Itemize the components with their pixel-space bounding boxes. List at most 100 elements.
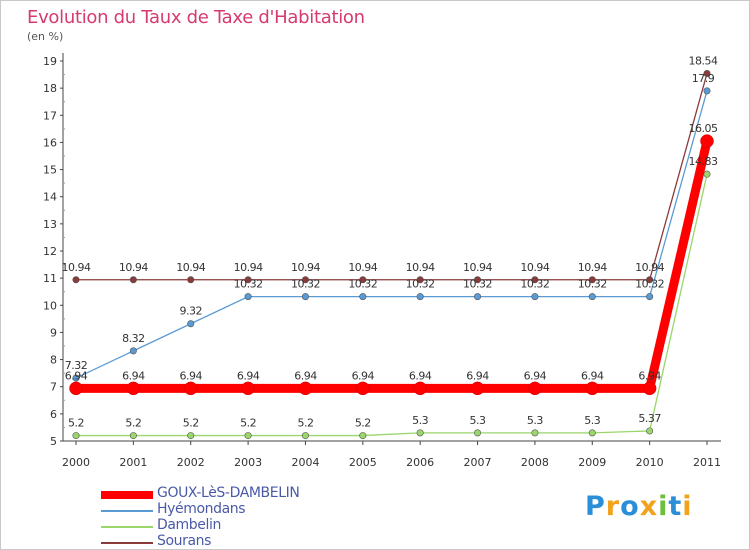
- data-point: [126, 381, 141, 396]
- x-tick-label: 2001: [119, 456, 147, 469]
- data-point: [244, 293, 252, 301]
- data-label: 10.94: [234, 261, 263, 274]
- y-tick-label: 5: [50, 435, 57, 448]
- data-point: [646, 427, 654, 435]
- proxiti-logo: Proxiti: [585, 491, 693, 522]
- data-point: [700, 134, 714, 148]
- data-label: 10.94: [635, 261, 664, 274]
- legend-swatch: [101, 526, 153, 528]
- data-label: 16.05: [689, 122, 718, 135]
- series-line-1: [75, 90, 708, 379]
- data-point: [187, 432, 195, 440]
- logo-letter: o: [620, 491, 640, 522]
- y-tick-label: 11: [43, 272, 57, 285]
- data-label: 10.94: [578, 261, 607, 274]
- data-point: [72, 276, 80, 284]
- y-tick-label: 7: [50, 381, 57, 394]
- data-point: [413, 381, 427, 396]
- data-label: 10.94: [62, 261, 91, 274]
- data-point: [416, 293, 424, 301]
- data-point: [588, 429, 596, 437]
- data-label: 10.32: [291, 278, 320, 291]
- data-label: 6.94: [409, 369, 432, 382]
- data-label: 14.83: [689, 155, 718, 168]
- data-point: [301, 276, 309, 284]
- data-point: [359, 276, 367, 284]
- data-label: 10.94: [406, 261, 435, 274]
- data-point: [187, 276, 195, 284]
- logo-letter: t: [668, 491, 683, 522]
- data-label: 5.2: [68, 417, 84, 430]
- data-label: 6.94: [524, 369, 547, 382]
- data-label: 5.3: [584, 414, 600, 427]
- legend-label: Hyémondans: [157, 501, 246, 517]
- legend-label: GOUX-LèS-DAMBELIN: [157, 485, 300, 501]
- data-label: 5.2: [297, 417, 313, 430]
- data-point: [474, 429, 482, 437]
- data-point: [588, 276, 596, 284]
- data-label: 7.32: [65, 359, 88, 372]
- x-tick-label: 2004: [291, 456, 319, 469]
- x-tick-label: 2002: [177, 456, 205, 469]
- data-point: [531, 429, 539, 437]
- data-label: 10.94: [291, 261, 320, 274]
- x-tick-label: 2006: [406, 456, 434, 469]
- logo-letter: P: [585, 491, 606, 522]
- data-point: [642, 381, 657, 396]
- data-label: 5.3: [527, 414, 543, 427]
- data-point: [531, 293, 539, 301]
- data-point: [244, 276, 252, 284]
- data-label: 5.3: [470, 414, 486, 427]
- data-label: 6.94: [581, 369, 604, 382]
- data-point: [129, 276, 137, 284]
- data-label: 18.54: [689, 54, 718, 67]
- data-label: 10.94: [119, 261, 148, 274]
- data-label: 10.94: [463, 261, 492, 274]
- data-label: 5.2: [125, 417, 141, 430]
- logo-letter: x: [639, 491, 659, 522]
- series-line-3: [76, 73, 708, 281]
- data-point: [298, 381, 313, 396]
- data-label: 10.32: [406, 278, 435, 291]
- y-tick-label: 13: [43, 218, 57, 231]
- data-point: [474, 293, 482, 301]
- data-point: [646, 293, 654, 301]
- data-point: [416, 276, 424, 284]
- logo-letter: i: [658, 491, 669, 522]
- data-label: 10.94: [520, 261, 549, 274]
- data-point: [531, 276, 539, 284]
- data-point: [703, 69, 711, 77]
- chart-title: Evolution du Taux de Taxe d'Habitation: [27, 7, 365, 28]
- y-tick-label: 14: [43, 191, 57, 204]
- legend-label: Dambelin: [157, 517, 221, 533]
- data-point: [72, 374, 80, 382]
- data-point: [588, 293, 596, 301]
- data-point: [359, 432, 367, 440]
- data-point: [416, 429, 424, 437]
- x-tick-label: 2009: [578, 456, 606, 469]
- y-tick-label: 16: [43, 136, 57, 149]
- data-point: [470, 381, 485, 396]
- y-tick-label: 15: [43, 164, 57, 177]
- data-point: [359, 293, 367, 301]
- data-label: 6.94: [294, 369, 317, 382]
- data-point: [72, 432, 80, 440]
- y-tick-label: 12: [43, 245, 57, 258]
- data-point: [241, 381, 255, 396]
- series-line-0: [76, 140, 712, 393]
- series-line-2: [76, 174, 708, 437]
- data-point: [69, 381, 83, 396]
- y-unit-label: (en %): [27, 30, 64, 43]
- data-label: 5.2: [183, 417, 199, 430]
- data-point: [646, 276, 654, 284]
- data-point: [703, 87, 711, 95]
- y-tick-label: 18: [43, 82, 57, 95]
- legend-swatch: [101, 542, 153, 544]
- y-tick-label: 9: [50, 326, 57, 339]
- data-label: 6.94: [352, 369, 375, 382]
- x-tick-label: 2005: [349, 456, 377, 469]
- data-label: 8.32: [122, 332, 145, 345]
- x-tick-label: 2011: [693, 456, 721, 469]
